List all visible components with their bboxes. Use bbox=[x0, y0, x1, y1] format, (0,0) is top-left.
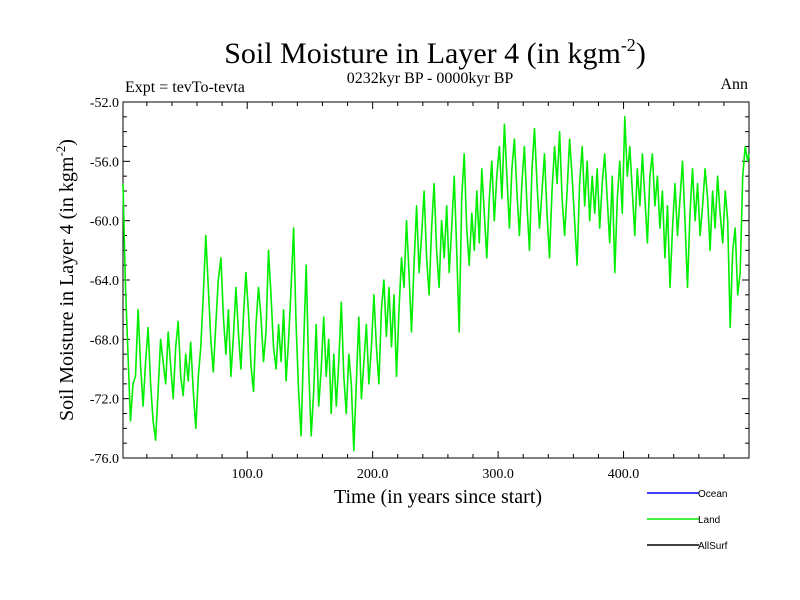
y-tick-label: -76.0 bbox=[90, 452, 119, 467]
y-tick-label: -64.0 bbox=[90, 274, 119, 289]
y-axis-ticks: -76.0 -72.0 -68.0 -64.0 -60.0 -56.0 -52.0 bbox=[90, 96, 749, 467]
y-tick-label: -68.0 bbox=[90, 333, 119, 348]
time-range-label: 0232kyr BP - 0000kyr BP bbox=[347, 70, 514, 87]
experiment-label: Expt = tevTo-tevta bbox=[125, 79, 245, 96]
legend: Ocean Land AllSurf bbox=[647, 489, 728, 552]
chart-title: Soil Moisture in Layer 4 (in kgm-2) bbox=[224, 35, 646, 70]
y-tick-label: -56.0 bbox=[90, 155, 119, 170]
x-axis-label: Time (in years since start) bbox=[334, 486, 542, 508]
season-label: Ann bbox=[720, 76, 748, 93]
series-line-land bbox=[122, 116, 750, 452]
y-axis-label: Soil Moisture in Layer 4 (in kgm-2) bbox=[53, 139, 78, 421]
y-tick-label: -72.0 bbox=[90, 393, 119, 408]
legend-label-allsurf: AllSurf bbox=[698, 541, 728, 552]
x-tick-label: 100.0 bbox=[231, 467, 263, 482]
x-tick-label: 200.0 bbox=[357, 467, 389, 482]
x-tick-label: 300.0 bbox=[482, 467, 514, 482]
plot-frame bbox=[122, 101, 750, 459]
series-layer bbox=[122, 116, 750, 452]
legend-label-ocean: Ocean bbox=[698, 489, 727, 500]
y-tick-label: -60.0 bbox=[90, 215, 119, 230]
x-axis-ticks: 100.0 200.0 300.0 400.0 bbox=[146, 102, 725, 482]
y-tick-label: -52.0 bbox=[90, 96, 119, 111]
x-tick-label: 400.0 bbox=[608, 467, 640, 482]
legend-label-land: Land bbox=[698, 515, 720, 526]
